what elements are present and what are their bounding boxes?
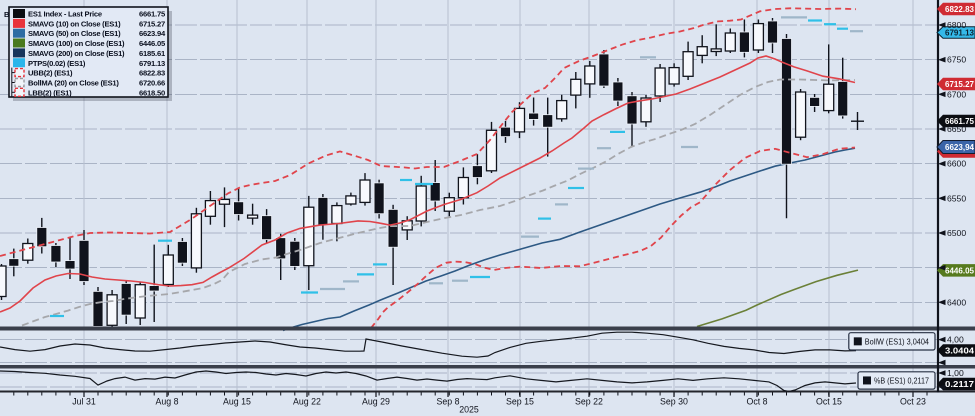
svg-text:Oct 15: Oct 15 (816, 397, 842, 407)
svg-text:UBB(2) (ES1): UBB(2) (ES1) (28, 69, 73, 78)
svg-text:SMAVG (100) on Close (ES1): SMAVG (100) on Close (ES1) (28, 39, 125, 48)
svg-text:Oct 8: Oct 8 (746, 397, 767, 407)
svg-text:Aug 22: Aug 22 (293, 397, 321, 407)
svg-text:6791.13: 6791.13 (139, 59, 165, 68)
svg-text:6446.05: 6446.05 (139, 39, 166, 48)
svg-text:6715.27: 6715.27 (945, 79, 974, 89)
svg-text:%B (ES1) 0,2117: %B (ES1) 0,2117 (874, 376, 929, 385)
svg-text:6600: 6600 (947, 159, 966, 169)
svg-text:6185.61: 6185.61 (139, 49, 166, 58)
svg-text:PTPS(0.02) (ES1): PTPS(0.02) (ES1) (28, 59, 86, 68)
svg-text:6822.83: 6822.83 (945, 4, 974, 14)
svg-text:1,00: 1,00 (947, 368, 964, 378)
svg-text:6800: 6800 (947, 20, 966, 30)
svg-text:4,00: 4,00 (947, 335, 964, 345)
svg-text:Sep 8: Sep 8 (437, 397, 460, 407)
svg-text:6661.75: 6661.75 (139, 10, 166, 19)
svg-text:6822.83: 6822.83 (139, 69, 165, 78)
svg-text:6715.27: 6715.27 (139, 19, 165, 28)
svg-text:6700: 6700 (947, 89, 966, 99)
svg-text:BollMA (20) on Close (ES1): BollMA (20) on Close (ES1) (28, 79, 119, 88)
svg-text:6623.94: 6623.94 (139, 29, 166, 38)
svg-text:6661.75: 6661.75 (945, 116, 974, 126)
svg-text:Aug 8: Aug 8 (156, 397, 179, 407)
svg-text:6720.66: 6720.66 (139, 79, 165, 88)
svg-text:SMAVG (200) on Close (ES1): SMAVG (200) on Close (ES1) (28, 49, 125, 58)
svg-text:6750: 6750 (947, 55, 966, 65)
svg-text:6650: 6650 (947, 124, 966, 134)
svg-text:6446.05: 6446.05 (945, 266, 974, 276)
svg-text:6618.50: 6618.50 (139, 88, 165, 97)
svg-text:Aug 15: Aug 15 (223, 397, 251, 407)
svg-text:Sep 30: Sep 30 (660, 397, 688, 407)
svg-text:3.0404: 3.0404 (945, 346, 974, 356)
svg-text:Aug 29: Aug 29 (362, 397, 390, 407)
svg-text:6550: 6550 (947, 193, 966, 203)
svg-text:SMAVG (10) on Close (ES1): SMAVG (10) on Close (ES1) (28, 19, 121, 28)
svg-text:6623,94: 6623,94 (945, 142, 974, 152)
svg-text:Jul 31: Jul 31 (72, 397, 96, 407)
svg-text:6791.13: 6791.13 (945, 28, 974, 38)
svg-text:Sep 15: Sep 15 (506, 397, 534, 407)
svg-text:Sep 22: Sep 22 (575, 397, 603, 407)
svg-text:B: B (4, 10, 10, 19)
svg-text:BollW (ES1) 3,0404: BollW (ES1) 3,0404 (865, 337, 930, 346)
svg-text:LBB(2) (ES1): LBB(2) (ES1) (28, 88, 72, 97)
svg-text:0.2117: 0.2117 (945, 379, 974, 389)
svg-text:2025: 2025 (459, 405, 479, 415)
svg-text:Oct 23: Oct 23 (900, 397, 926, 407)
svg-text:ES1 Index - Last Price: ES1 Index - Last Price (28, 10, 102, 19)
svg-text:6400: 6400 (947, 297, 966, 307)
svg-text:SMAVG (50) on Close (ES1): SMAVG (50) on Close (ES1) (28, 29, 121, 38)
svg-text:6500: 6500 (947, 228, 966, 238)
